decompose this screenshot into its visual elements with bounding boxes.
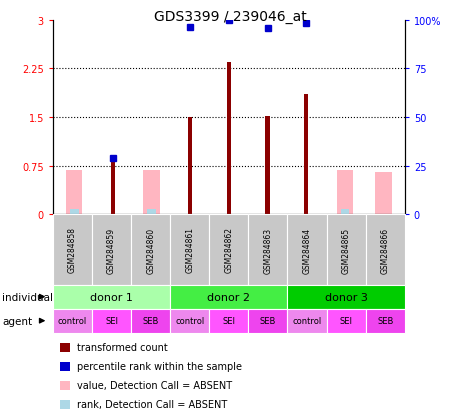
- Text: transformed count: transformed count: [77, 342, 167, 352]
- Text: GDS3399 / 239046_at: GDS3399 / 239046_at: [153, 10, 306, 24]
- Bar: [226, 63, 230, 215]
- Bar: [303, 95, 308, 215]
- Bar: [265, 116, 269, 215]
- Text: GSM284864: GSM284864: [302, 227, 311, 273]
- Bar: [375, 173, 391, 215]
- Text: value, Detection Call = ABSENT: value, Detection Call = ABSENT: [77, 380, 231, 390]
- Bar: [188, 118, 192, 215]
- Text: SEB: SEB: [376, 316, 392, 325]
- Bar: [70, 209, 78, 215]
- Text: GSM284859: GSM284859: [107, 227, 116, 273]
- Bar: [111, 157, 115, 215]
- Text: GSM284860: GSM284860: [146, 227, 155, 273]
- Bar: [336, 171, 353, 215]
- Text: GSM284863: GSM284863: [263, 227, 272, 273]
- Text: individual: individual: [2, 292, 53, 302]
- Text: control: control: [58, 316, 87, 325]
- Text: donor 2: donor 2: [207, 292, 250, 302]
- Text: control: control: [292, 316, 321, 325]
- Text: agent: agent: [2, 316, 32, 326]
- Text: GSM284862: GSM284862: [224, 227, 233, 273]
- Text: GSM284861: GSM284861: [185, 227, 194, 273]
- Text: GSM284866: GSM284866: [380, 227, 389, 273]
- Text: SEB: SEB: [259, 316, 275, 325]
- Text: GSM284858: GSM284858: [68, 227, 77, 273]
- Text: SEI: SEI: [222, 316, 235, 325]
- Text: control: control: [175, 316, 204, 325]
- Bar: [340, 209, 348, 215]
- Text: percentile rank within the sample: percentile rank within the sample: [77, 361, 241, 371]
- Bar: [147, 209, 156, 215]
- Text: rank, Detection Call = ABSENT: rank, Detection Call = ABSENT: [77, 399, 227, 409]
- Text: GSM284865: GSM284865: [341, 227, 350, 273]
- Text: donor 3: donor 3: [324, 292, 367, 302]
- Text: SEI: SEI: [105, 316, 118, 325]
- Text: SEB: SEB: [142, 316, 158, 325]
- Text: donor 1: donor 1: [90, 292, 133, 302]
- Bar: [143, 171, 159, 215]
- Text: SEI: SEI: [339, 316, 352, 325]
- Bar: [66, 171, 82, 215]
